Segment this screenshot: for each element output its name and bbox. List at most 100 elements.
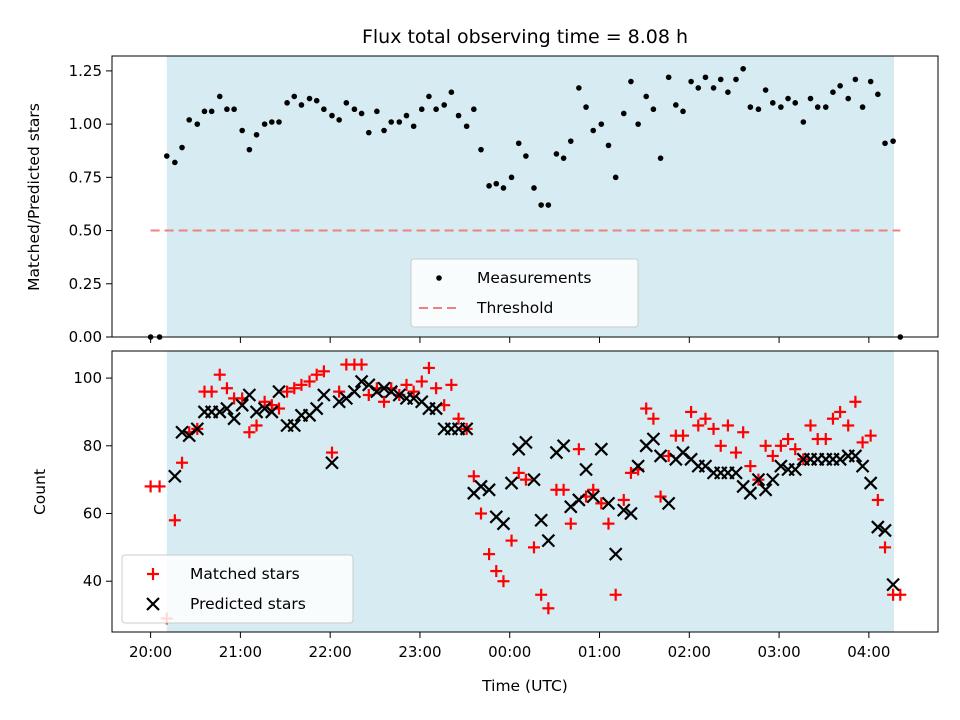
matched-star-point <box>617 493 630 506</box>
measurement-point <box>770 100 776 106</box>
predicted-star-stroke-b <box>190 422 205 436</box>
matched-star-point <box>557 483 570 496</box>
predicted-star-point <box>661 496 676 511</box>
matched-star-point <box>512 466 525 479</box>
matched-star-point <box>647 412 660 425</box>
matched-star-point <box>744 460 757 473</box>
predicted-star-stroke-b <box>871 520 885 534</box>
matched-star-point <box>587 483 600 496</box>
predicted-star-point <box>309 401 324 416</box>
measurement-point <box>172 159 178 166</box>
matched-star-point <box>699 412 712 425</box>
predicted-star-point <box>257 401 272 416</box>
top-y-tick-label: 1.00 <box>69 115 102 133</box>
predicted-star-stroke-b <box>556 439 571 453</box>
top-y-tick-label: 0.25 <box>69 275 102 293</box>
predicted-star-stroke-b <box>459 422 474 436</box>
top-x-ticks <box>150 337 870 343</box>
predicted-star-point <box>504 476 519 490</box>
measurement-point <box>186 117 193 123</box>
measurement-point <box>740 65 746 72</box>
matched-star-point <box>842 419 855 432</box>
measurement-point <box>830 89 836 95</box>
predicted-star-stroke-b <box>325 455 339 470</box>
matched-star-point <box>692 419 705 432</box>
measurement-point <box>478 146 484 153</box>
predicted-star-point <box>332 395 346 409</box>
predicted-star-stroke-b <box>249 405 264 419</box>
matched-star-point <box>220 382 233 395</box>
predicted-star-stroke-b <box>406 391 421 406</box>
predicted-star-stroke-b <box>332 395 346 409</box>
matched-star-point <box>856 436 869 449</box>
measurement-point <box>508 174 515 181</box>
bottom-x-axis: 20:00 21:00 22:00 23:00 00:00 01:00 02:00 03:00… <box>129 632 890 661</box>
matched-star-point <box>333 385 346 398</box>
bottom-x-tick-label: 00:00 <box>488 643 531 661</box>
measurement-point <box>306 95 313 102</box>
predicted-star-stroke-b <box>572 493 586 507</box>
matched-star-point <box>804 419 817 432</box>
measurement-point <box>665 74 672 81</box>
matched-star-point <box>475 507 488 520</box>
bottom-y-tick-label: 80 <box>83 437 102 455</box>
bottom-x-tick-label: 22:00 <box>309 643 352 661</box>
measurement-point <box>635 121 641 127</box>
measurement-point <box>598 121 605 127</box>
matched-star-point <box>483 548 496 561</box>
measurement-point <box>253 131 260 138</box>
predicted-star-point <box>751 472 766 487</box>
matched-star-point <box>519 473 532 486</box>
matched-star-point <box>467 470 480 483</box>
predicted-star-stroke-b <box>653 449 668 463</box>
measurement-point <box>523 153 529 159</box>
predicted-star-point <box>354 374 369 389</box>
matched-star-point <box>176 456 189 469</box>
predicted-star-stroke-b <box>684 452 698 467</box>
predicted-star-point <box>616 503 631 517</box>
predicted-star-point <box>556 439 571 453</box>
predicted-star-point <box>871 520 885 534</box>
predicted-star-stroke-b <box>362 378 376 392</box>
matched-star-point <box>609 588 622 601</box>
measurement-point <box>628 78 634 85</box>
matched-star-point <box>640 402 653 415</box>
measurement-point <box>778 104 784 110</box>
measurement-point <box>560 155 567 161</box>
measurement-point <box>313 97 320 104</box>
measurement-point <box>269 119 275 125</box>
bottom-y-axis-label: Count <box>31 469 49 515</box>
matched-star-point <box>281 385 294 398</box>
predicted-star-stroke-b <box>527 472 541 487</box>
measurement-point <box>657 155 664 161</box>
predicted-star-point <box>347 384 362 399</box>
measurement-point <box>620 110 627 117</box>
matched-star-point <box>497 575 510 588</box>
measurement-point <box>688 78 694 85</box>
matched-star-point <box>295 378 308 391</box>
bottom-panel-frame <box>111 350 939 633</box>
predicted-star-point <box>653 449 668 463</box>
measurement-point <box>284 100 290 106</box>
measurement-point <box>493 180 500 187</box>
measurement-point <box>276 119 282 125</box>
measurement-point <box>762 87 769 93</box>
predicted-star-stroke-b <box>594 442 609 456</box>
top-y-tick-label: 0.75 <box>69 168 102 186</box>
predicted-star-stroke-b <box>855 459 870 473</box>
predicted-star-point <box>608 547 623 561</box>
matched-star-point <box>894 588 907 601</box>
matched-star-point <box>677 429 690 442</box>
matched-star-point <box>871 493 884 506</box>
matched-star-point <box>213 368 226 381</box>
top-measurement-points <box>147 65 904 340</box>
predicted-star-stroke-b <box>608 547 623 561</box>
predicted-star-point <box>863 476 878 490</box>
matched-star-point <box>766 449 779 462</box>
predicted-star-point <box>855 459 870 473</box>
matched-star-point <box>759 439 772 452</box>
measurement-point <box>545 202 552 208</box>
predicted-star-stroke-b <box>474 479 488 494</box>
predicted-star-point <box>459 422 474 436</box>
predicted-star-point <box>878 523 892 538</box>
